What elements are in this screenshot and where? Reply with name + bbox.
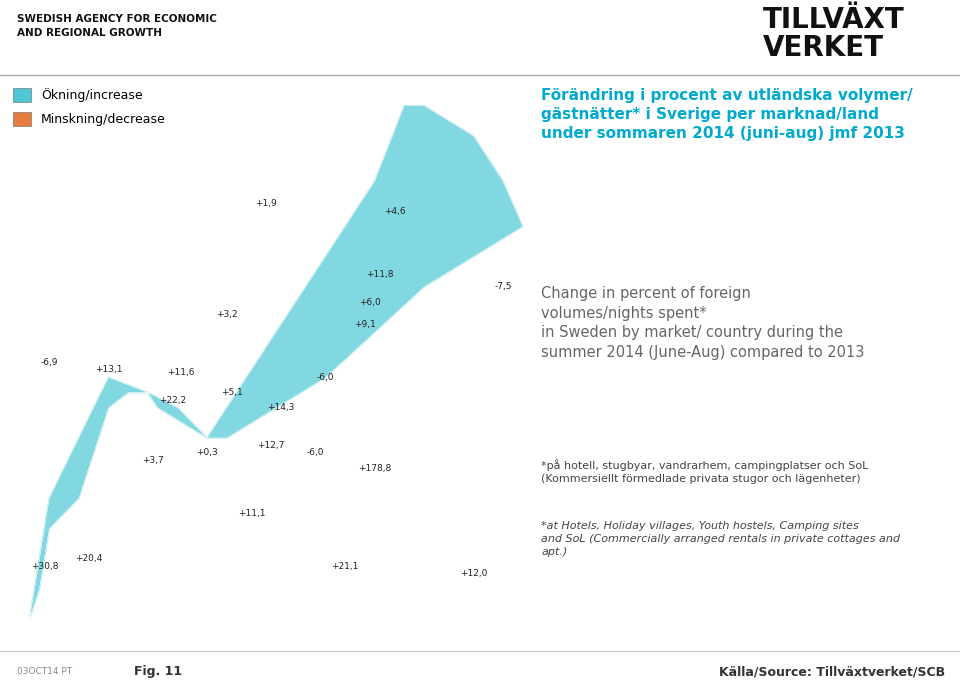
Text: +11,1: +11,1 bbox=[238, 509, 265, 518]
Text: +178,8: +178,8 bbox=[358, 464, 392, 473]
Text: +3,7: +3,7 bbox=[142, 456, 164, 465]
Text: SWEDISH AGENCY FOR ECONOMIC
AND REGIONAL GROWTH: SWEDISH AGENCY FOR ECONOMIC AND REGIONAL… bbox=[17, 14, 217, 38]
Text: Fig. 11: Fig. 11 bbox=[134, 666, 182, 678]
Text: +22,2: +22,2 bbox=[159, 396, 186, 405]
Polygon shape bbox=[30, 106, 522, 619]
Text: +12,0: +12,0 bbox=[460, 570, 487, 578]
Text: *at Hotels, Holiday villages, Youth hostels, Camping sites
and SoL (Commercially: *at Hotels, Holiday villages, Youth host… bbox=[541, 521, 900, 557]
Text: +21,1: +21,1 bbox=[331, 562, 359, 571]
Text: -6,9: -6,9 bbox=[40, 358, 58, 367]
Text: -7,5: -7,5 bbox=[494, 282, 512, 291]
Text: +12,7: +12,7 bbox=[257, 441, 285, 450]
Text: +9,1: +9,1 bbox=[354, 320, 375, 329]
Text: +14,3: +14,3 bbox=[268, 403, 295, 412]
Legend: Ökning/increase, Minskning/decrease: Ökning/increase, Minskning/decrease bbox=[7, 82, 172, 133]
Text: Förändring i procent av utländska volymer/
gästnätter* i Sverige per marknad/lan: Förändring i procent av utländska volyme… bbox=[541, 87, 913, 141]
Text: +11,8: +11,8 bbox=[366, 271, 394, 280]
Text: +20,4: +20,4 bbox=[75, 554, 103, 563]
Text: 03OCT14 PT: 03OCT14 PT bbox=[17, 667, 72, 677]
Text: TILLVÄXT
VERKET: TILLVÄXT VERKET bbox=[763, 5, 905, 62]
Text: Change in percent of foreign
volumes/nights spent*
in Sweden by market/ country : Change in percent of foreign volumes/nig… bbox=[541, 286, 865, 360]
Text: Källa/Source: Tillväxtverket/SCB: Källa/Source: Tillväxtverket/SCB bbox=[719, 666, 946, 678]
Text: +5,1: +5,1 bbox=[221, 388, 243, 397]
Text: +1,9: +1,9 bbox=[255, 199, 277, 208]
Text: +3,2: +3,2 bbox=[216, 310, 238, 319]
Text: -6,0: -6,0 bbox=[307, 449, 324, 458]
Text: -6,0: -6,0 bbox=[317, 373, 334, 382]
Text: +4,6: +4,6 bbox=[384, 207, 405, 216]
Text: *på hotell, stugbyar, vandrarhem, campingplatser och SoL
(Kommersiellt förmedlad: *på hotell, stugbyar, vandrarhem, campin… bbox=[541, 459, 869, 484]
Text: +30,8: +30,8 bbox=[31, 562, 59, 571]
Text: +11,6: +11,6 bbox=[167, 368, 194, 377]
Text: +13,1: +13,1 bbox=[95, 365, 122, 374]
Text: +0,3: +0,3 bbox=[196, 449, 218, 458]
Text: +6,0: +6,0 bbox=[359, 297, 381, 306]
